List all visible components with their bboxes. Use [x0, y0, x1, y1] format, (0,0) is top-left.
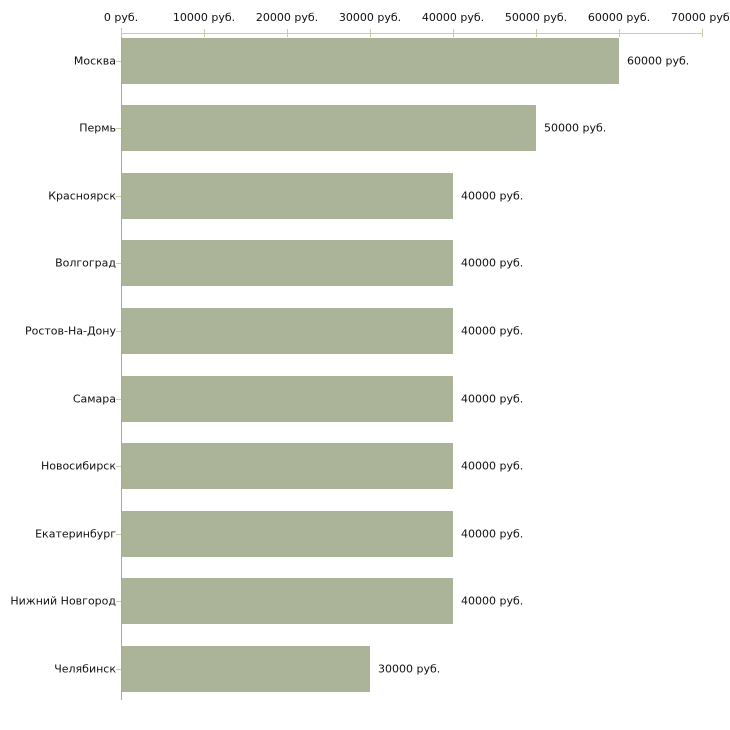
x-axis-tick-label: 30000 руб. [338, 11, 402, 24]
bar-value-label: 40000 руб. [461, 256, 524, 270]
category-label: Волгоград [55, 256, 116, 270]
x-axis-tick-label: 10000 руб. [172, 11, 236, 24]
category-label: Екатеринбург [35, 527, 116, 541]
bar-Красноярск [122, 172, 453, 219]
bar-Челябинск [122, 646, 370, 693]
category-label: Пермь [79, 121, 116, 135]
y-axis-tick [116, 195, 121, 197]
bar-value-label: 40000 руб. [461, 527, 524, 541]
category-label: Нижний Новгород [10, 594, 116, 608]
bar-value-label: 60000 руб. [627, 54, 690, 67]
y-axis-tick [116, 533, 121, 535]
category-label: Ростов-На-Дону [24, 324, 116, 338]
x-axis-tick [121, 29, 122, 37]
bar-value-label: 50000 руб. [544, 121, 607, 135]
x-axis-line [121, 33, 702, 34]
y-axis-tick [116, 669, 121, 671]
bar-Волгоград [122, 240, 453, 287]
x-axis-tick [453, 29, 454, 37]
y-axis-tick [116, 330, 121, 332]
bar-Пермь [122, 105, 536, 152]
x-axis-tick-label: 20000 руб. [255, 11, 319, 24]
x-axis-tick-label: 60000 руб. [587, 11, 651, 24]
x-axis-tick [287, 29, 288, 37]
bar-Нижний Новгород [122, 578, 453, 625]
bar-value-label: 40000 руб. [461, 459, 524, 473]
category-label: Красноярск [48, 189, 116, 203]
x-axis-tick [536, 29, 537, 37]
bar-value-label: 30000 руб. [378, 662, 441, 676]
x-axis-tick-label: 70000 руб. [670, 11, 730, 24]
bar-value-label: 40000 руб. [461, 189, 524, 203]
x-axis-tick [619, 29, 620, 37]
x-axis-tick-label: 50000 руб. [504, 11, 568, 24]
category-label: Самара [72, 392, 116, 406]
x-axis-tick-label: 40000 руб. [421, 11, 485, 24]
x-axis-tick-label: 0 руб. [103, 11, 139, 24]
y-axis-tick [116, 398, 121, 400]
bar-Самара [122, 375, 453, 422]
y-axis-line [121, 28, 122, 700]
x-axis-tick [702, 29, 703, 37]
bar-Москва [122, 37, 619, 84]
category-label: Москва [73, 54, 116, 67]
y-axis-tick [116, 263, 121, 265]
category-label: Челябинск [54, 662, 116, 676]
x-axis-tick [204, 29, 205, 37]
y-axis-tick [116, 60, 121, 62]
bar-Новосибирск [122, 443, 453, 490]
bar-value-label: 40000 руб. [461, 392, 524, 406]
y-axis-tick [116, 601, 121, 603]
bar-Екатеринбург [122, 510, 453, 557]
category-label: Новосибирск [40, 459, 116, 473]
bar-value-label: 40000 руб. [461, 324, 524, 338]
bar-Ростов-На-Дону [122, 307, 453, 354]
y-axis-tick [116, 128, 121, 130]
y-axis-tick [116, 466, 121, 468]
bar-value-label: 40000 руб. [461, 594, 524, 608]
x-axis-tick [370, 29, 371, 37]
